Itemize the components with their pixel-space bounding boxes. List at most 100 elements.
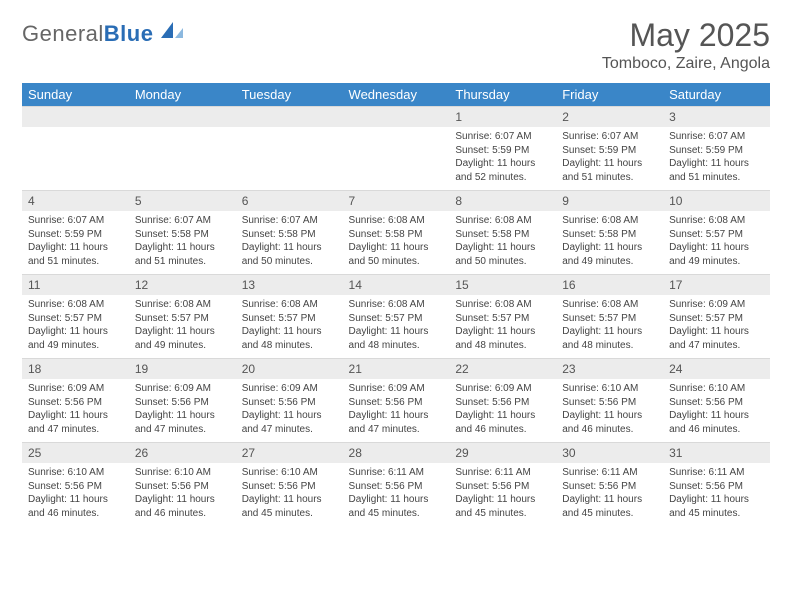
calendar-cell: 14Sunrise: 6:08 AMSunset: 5:57 PMDayligh… — [343, 275, 450, 359]
day-number: 6 — [236, 191, 343, 211]
day-content: Sunrise: 6:10 AMSunset: 5:56 PMDaylight:… — [556, 379, 663, 442]
day-number: 31 — [663, 443, 770, 463]
day-content: Sunrise: 6:08 AMSunset: 5:57 PMDaylight:… — [343, 295, 450, 358]
day-number: 1 — [449, 107, 556, 127]
day-number: 8 — [449, 191, 556, 211]
calendar-cell: 7Sunrise: 6:08 AMSunset: 5:58 PMDaylight… — [343, 191, 450, 275]
calendar-cell: 1Sunrise: 6:07 AMSunset: 5:59 PMDaylight… — [449, 107, 556, 191]
logo-sail-icon — [159, 20, 185, 47]
calendar-cell-empty — [129, 107, 236, 191]
day-content: Sunrise: 6:11 AMSunset: 5:56 PMDaylight:… — [343, 463, 450, 526]
calendar-week-row: 25Sunrise: 6:10 AMSunset: 5:56 PMDayligh… — [22, 443, 770, 527]
day-number: 27 — [236, 443, 343, 463]
day-number: 3 — [663, 107, 770, 127]
calendar-cell: 3Sunrise: 6:07 AMSunset: 5:59 PMDaylight… — [663, 107, 770, 191]
day-number: 21 — [343, 359, 450, 379]
calendar-week-row: 1Sunrise: 6:07 AMSunset: 5:59 PMDaylight… — [22, 107, 770, 191]
day-number: 20 — [236, 359, 343, 379]
day-header: Tuesday — [236, 83, 343, 107]
day-number: 4 — [22, 191, 129, 211]
calendar-thead: SundayMondayTuesdayWednesdayThursdayFrid… — [22, 83, 770, 107]
calendar-week-row: 4Sunrise: 6:07 AMSunset: 5:59 PMDaylight… — [22, 191, 770, 275]
day-content: Sunrise: 6:08 AMSunset: 5:57 PMDaylight:… — [236, 295, 343, 358]
day-number: 14 — [343, 275, 450, 295]
day-content: Sunrise: 6:09 AMSunset: 5:56 PMDaylight:… — [22, 379, 129, 442]
day-content: Sunrise: 6:08 AMSunset: 5:58 PMDaylight:… — [343, 211, 450, 274]
calendar-week-row: 18Sunrise: 6:09 AMSunset: 5:56 PMDayligh… — [22, 359, 770, 443]
calendar-cell: 13Sunrise: 6:08 AMSunset: 5:57 PMDayligh… — [236, 275, 343, 359]
page-header: GeneralBlue May 2025 Tomboco, Zaire, Ang… — [22, 18, 770, 73]
day-content: Sunrise: 6:10 AMSunset: 5:56 PMDaylight:… — [129, 463, 236, 526]
title-block: May 2025 Tomboco, Zaire, Angola — [602, 18, 770, 73]
day-header: Monday — [129, 83, 236, 107]
calendar-cell: 20Sunrise: 6:09 AMSunset: 5:56 PMDayligh… — [236, 359, 343, 443]
day-content: Sunrise: 6:08 AMSunset: 5:57 PMDaylight:… — [449, 295, 556, 358]
calendar-cell: 26Sunrise: 6:10 AMSunset: 5:56 PMDayligh… — [129, 443, 236, 527]
day-number: 29 — [449, 443, 556, 463]
day-content: Sunrise: 6:11 AMSunset: 5:56 PMDaylight:… — [663, 463, 770, 526]
calendar-cell: 11Sunrise: 6:08 AMSunset: 5:57 PMDayligh… — [22, 275, 129, 359]
calendar-cell: 12Sunrise: 6:08 AMSunset: 5:57 PMDayligh… — [129, 275, 236, 359]
day-content: Sunrise: 6:10 AMSunset: 5:56 PMDaylight:… — [236, 463, 343, 526]
day-content: Sunrise: 6:08 AMSunset: 5:57 PMDaylight:… — [556, 295, 663, 358]
calendar-cell-empty — [236, 107, 343, 191]
day-content: Sunrise: 6:09 AMSunset: 5:56 PMDaylight:… — [343, 379, 450, 442]
day-number: 12 — [129, 275, 236, 295]
day-number: 2 — [556, 107, 663, 127]
day-content: Sunrise: 6:08 AMSunset: 5:58 PMDaylight:… — [449, 211, 556, 274]
calendar-cell: 10Sunrise: 6:08 AMSunset: 5:57 PMDayligh… — [663, 191, 770, 275]
day-content: Sunrise: 6:11 AMSunset: 5:56 PMDaylight:… — [449, 463, 556, 526]
calendar-cell: 21Sunrise: 6:09 AMSunset: 5:56 PMDayligh… — [343, 359, 450, 443]
logo-text-gray: General — [22, 21, 104, 46]
day-content: Sunrise: 6:09 AMSunset: 5:56 PMDaylight:… — [236, 379, 343, 442]
calendar-cell: 30Sunrise: 6:11 AMSunset: 5:56 PMDayligh… — [556, 443, 663, 527]
month-title: May 2025 — [602, 18, 770, 53]
calendar-cell: 18Sunrise: 6:09 AMSunset: 5:56 PMDayligh… — [22, 359, 129, 443]
day-number: 13 — [236, 275, 343, 295]
day-content: Sunrise: 6:07 AMSunset: 5:59 PMDaylight:… — [22, 211, 129, 274]
calendar-cell-empty — [22, 107, 129, 191]
day-content: Sunrise: 6:07 AMSunset: 5:59 PMDaylight:… — [556, 127, 663, 190]
day-content: Sunrise: 6:08 AMSunset: 5:57 PMDaylight:… — [129, 295, 236, 358]
day-number: 15 — [449, 275, 556, 295]
calendar-cell: 31Sunrise: 6:11 AMSunset: 5:56 PMDayligh… — [663, 443, 770, 527]
logo-text: GeneralBlue — [22, 21, 153, 47]
day-content: Sunrise: 6:10 AMSunset: 5:56 PMDaylight:… — [22, 463, 129, 526]
calendar-cell: 2Sunrise: 6:07 AMSunset: 5:59 PMDaylight… — [556, 107, 663, 191]
calendar-cell: 8Sunrise: 6:08 AMSunset: 5:58 PMDaylight… — [449, 191, 556, 275]
calendar-week-row: 11Sunrise: 6:08 AMSunset: 5:57 PMDayligh… — [22, 275, 770, 359]
day-number: 11 — [22, 275, 129, 295]
calendar-cell: 9Sunrise: 6:08 AMSunset: 5:58 PMDaylight… — [556, 191, 663, 275]
calendar-cell: 15Sunrise: 6:08 AMSunset: 5:57 PMDayligh… — [449, 275, 556, 359]
day-content: Sunrise: 6:08 AMSunset: 5:57 PMDaylight:… — [22, 295, 129, 358]
day-number: 19 — [129, 359, 236, 379]
day-number: 18 — [22, 359, 129, 379]
day-header: Friday — [556, 83, 663, 107]
day-content: Sunrise: 6:10 AMSunset: 5:56 PMDaylight:… — [663, 379, 770, 442]
day-number: 5 — [129, 191, 236, 211]
day-number: 17 — [663, 275, 770, 295]
day-content: Sunrise: 6:11 AMSunset: 5:56 PMDaylight:… — [556, 463, 663, 526]
calendar-cell: 6Sunrise: 6:07 AMSunset: 5:58 PMDaylight… — [236, 191, 343, 275]
calendar-cell: 25Sunrise: 6:10 AMSunset: 5:56 PMDayligh… — [22, 443, 129, 527]
day-header: Thursday — [449, 83, 556, 107]
logo: GeneralBlue — [22, 18, 185, 47]
calendar-table: SundayMondayTuesdayWednesdayThursdayFrid… — [22, 83, 770, 526]
day-number: 25 — [22, 443, 129, 463]
calendar-cell: 24Sunrise: 6:10 AMSunset: 5:56 PMDayligh… — [663, 359, 770, 443]
day-number: 7 — [343, 191, 450, 211]
calendar-cell-empty — [343, 107, 450, 191]
day-content: Sunrise: 6:09 AMSunset: 5:56 PMDaylight:… — [449, 379, 556, 442]
calendar-cell: 17Sunrise: 6:09 AMSunset: 5:57 PMDayligh… — [663, 275, 770, 359]
calendar-cell: 29Sunrise: 6:11 AMSunset: 5:56 PMDayligh… — [449, 443, 556, 527]
day-number: 30 — [556, 443, 663, 463]
day-content: Sunrise: 6:07 AMSunset: 5:58 PMDaylight:… — [129, 211, 236, 274]
day-number: 9 — [556, 191, 663, 211]
calendar-cell: 23Sunrise: 6:10 AMSunset: 5:56 PMDayligh… — [556, 359, 663, 443]
day-number: 23 — [556, 359, 663, 379]
day-number: 16 — [556, 275, 663, 295]
day-number: 28 — [343, 443, 450, 463]
calendar-cell: 4Sunrise: 6:07 AMSunset: 5:59 PMDaylight… — [22, 191, 129, 275]
calendar-cell: 16Sunrise: 6:08 AMSunset: 5:57 PMDayligh… — [556, 275, 663, 359]
calendar-cell: 22Sunrise: 6:09 AMSunset: 5:56 PMDayligh… — [449, 359, 556, 443]
